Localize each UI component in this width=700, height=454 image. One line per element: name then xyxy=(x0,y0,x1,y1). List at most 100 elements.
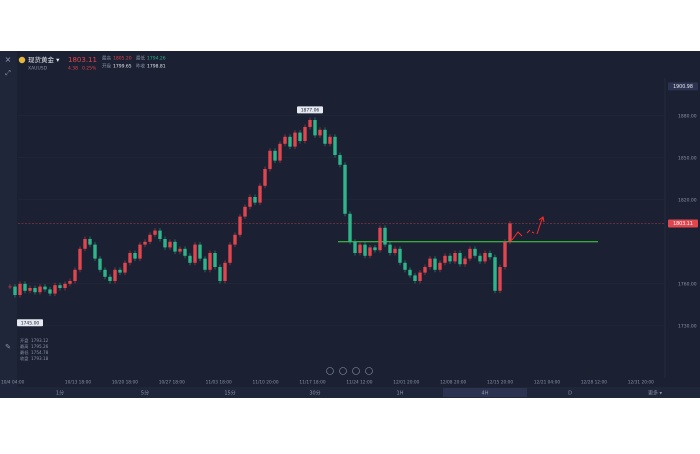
candle xyxy=(83,239,87,249)
candle xyxy=(93,244,97,259)
zoom-out[interactable] xyxy=(326,367,334,375)
timeframe[interactable]: 15分 xyxy=(224,390,235,397)
candle xyxy=(223,262,227,281)
hand-drawn-arrow xyxy=(511,216,545,241)
candle xyxy=(408,269,412,276)
candle xyxy=(388,244,392,253)
candle xyxy=(128,253,132,263)
timeframe[interactable]: 5分 xyxy=(141,390,149,397)
candle xyxy=(363,244,367,256)
candle xyxy=(238,216,242,235)
candle xyxy=(193,244,197,263)
candle xyxy=(493,257,497,291)
timeframe[interactable]: 4H xyxy=(482,391,489,397)
info-value: 1793.18 xyxy=(31,356,49,361)
candle xyxy=(428,258,432,267)
candle xyxy=(63,283,67,288)
cursor-price-label: 1900.98 xyxy=(673,84,693,90)
x-tick-label: 10/13 18:00 xyxy=(65,380,91,386)
candle xyxy=(378,227,382,251)
candle xyxy=(373,247,377,251)
timeframe[interactable]: 30分 xyxy=(309,390,320,397)
candle xyxy=(113,269,117,281)
candle xyxy=(458,253,462,265)
close-icon[interactable]: ✕ xyxy=(5,56,12,65)
candle xyxy=(158,230,162,239)
candle xyxy=(173,241,177,252)
x-tick-label: 12/15 20:00 xyxy=(487,380,513,386)
timeframe[interactable]: 更多 ▾ xyxy=(648,390,663,397)
candle xyxy=(58,285,62,288)
x-tick-label: 12/28 12:00 xyxy=(581,380,607,386)
tool-icon[interactable]: ✎ xyxy=(5,343,11,351)
candle xyxy=(393,248,397,253)
instrument-name[interactable]: 现货黄金 ▾ xyxy=(28,55,60,64)
cursor-price-box xyxy=(668,82,698,91)
stat-label: 开盘 xyxy=(102,63,111,70)
stat-label: 最高 xyxy=(102,55,111,62)
x-tick-label: 11/03 18:00 xyxy=(206,380,232,386)
gold-icon xyxy=(18,56,26,64)
candle xyxy=(13,286,17,295)
candle xyxy=(33,288,37,293)
candle xyxy=(318,129,322,136)
candle xyxy=(148,234,152,242)
candle xyxy=(178,248,182,252)
candle xyxy=(368,247,372,256)
candle xyxy=(503,241,507,267)
marker-label: 1745.00 xyxy=(21,320,40,326)
info-label: 开盘 xyxy=(20,337,28,344)
candle xyxy=(218,267,222,281)
current-price: 1803.11 xyxy=(68,56,97,64)
timeframe[interactable]: 1分 xyxy=(56,390,64,397)
timeframe[interactable]: D xyxy=(568,391,572,397)
candle xyxy=(303,127,307,141)
candle xyxy=(123,262,127,273)
candle xyxy=(38,286,42,293)
candle xyxy=(453,253,457,262)
x-tick-label: 10/27 18:00 xyxy=(159,380,185,386)
candle xyxy=(403,262,407,270)
last-price-label: 1803.11 xyxy=(673,221,693,227)
candle xyxy=(228,244,232,263)
stat-value: 1799.65 xyxy=(113,64,132,70)
candle xyxy=(468,248,472,259)
change: 4.38 xyxy=(68,66,78,72)
candle xyxy=(73,269,77,281)
candle xyxy=(108,276,112,281)
candle xyxy=(463,258,467,265)
x-tick-label: 11/17 18:00 xyxy=(299,380,325,386)
zoom-in[interactable] xyxy=(365,367,373,375)
marker-box xyxy=(17,319,43,327)
info-label: 收盘 xyxy=(20,355,28,362)
candle xyxy=(308,120,312,127)
timeframe[interactable]: 1H xyxy=(397,391,404,397)
back[interactable] xyxy=(339,367,347,375)
candle xyxy=(258,185,262,203)
candle xyxy=(328,136,332,144)
x-tick-label: 11/24 12:00 xyxy=(346,380,372,386)
stat-label: 昨收 xyxy=(136,63,145,70)
candle xyxy=(133,253,137,259)
timeframes: 1分 5分 15分 30分 1H 4H D 更多 ▾ xyxy=(56,388,663,397)
draw-icon[interactable]: ⤢ xyxy=(5,69,11,77)
candle xyxy=(253,197,257,203)
candle xyxy=(233,234,237,245)
y-tick-label: 1850.00 xyxy=(678,155,697,161)
candle xyxy=(508,223,512,242)
candle xyxy=(353,241,357,253)
info-label: 最低 xyxy=(20,349,29,356)
candle xyxy=(288,136,292,147)
candle xyxy=(283,136,287,144)
candle xyxy=(168,241,172,248)
stat-value: 1805.20 xyxy=(113,56,132,62)
y-tick-label: 1820.00 xyxy=(678,197,697,203)
candle xyxy=(358,244,362,253)
candle xyxy=(98,258,102,270)
candle xyxy=(138,244,142,259)
forward[interactable] xyxy=(352,367,360,375)
candle xyxy=(333,136,337,155)
candle xyxy=(478,255,482,262)
